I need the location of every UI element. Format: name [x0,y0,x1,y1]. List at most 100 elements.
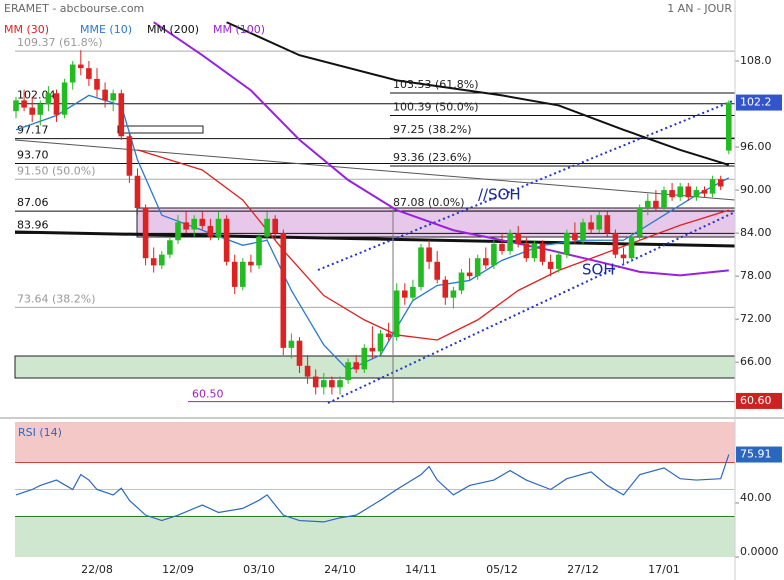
candle-body [248,261,254,266]
candle-body [645,200,651,208]
y-tick-label: 0.0000 [740,545,779,558]
candle-body [134,175,141,208]
y-tick-label: 66.00 [740,355,772,368]
candle-body [410,286,416,298]
candle-body [474,258,481,277]
level-label: 73.64 (38.2%) [17,292,96,305]
level-label: 97.17 [17,124,49,137]
candle-body [677,186,683,198]
y-tick-label: 96.00 [740,140,772,153]
candle-body [264,218,270,237]
candle-body [628,236,635,259]
candle-body [726,102,732,151]
level-label: 103.53 (61.8%) [393,78,479,91]
candle-body [240,261,246,287]
box [117,125,204,134]
annotation: SOH [582,261,615,279]
candle-body [483,258,489,266]
candle-body [685,186,692,198]
level-label: 87.06 [17,196,49,209]
candle-body [717,179,724,187]
y-tick-label: 84.00 [740,226,772,239]
candle-body [491,243,497,266]
candle-body [596,215,602,230]
candle-body [418,247,424,287]
candle-body [531,243,538,259]
candle-body [329,380,335,388]
candle-body [86,68,92,79]
candle-body [377,333,384,352]
moving-average [153,21,729,277]
candle-body [426,247,432,262]
candle-body [539,243,546,262]
rsi-line-group [15,454,730,523]
zones [14,125,736,379]
candle-body [620,254,627,259]
candle-body [142,208,149,259]
overbought-zone [15,422,735,463]
y-tick-label: 90.00 [740,183,772,196]
resistance-zone [136,207,736,238]
candle-body [353,362,359,370]
last-value-box [736,446,782,463]
candle-body [693,190,700,198]
candle-body [175,222,181,241]
candle-body [207,225,214,237]
x-tick-label: 27/12 [567,563,599,576]
level-label: 93.70 [17,149,49,162]
candle-body [110,93,116,101]
candle-body [21,100,27,108]
candle-body [304,365,311,377]
y-tick-label: 72.00 [740,312,772,325]
candle-body [215,218,222,237]
candle-body [361,347,368,370]
level-label: 60.50 [192,388,224,401]
candle-body [256,236,262,266]
level-label: 87.08 (0.0%) [393,196,465,209]
candle-body [709,179,716,194]
candle-body [37,104,44,115]
x-tick-label: 22/08 [81,563,113,576]
candle-body [636,208,643,237]
candle-body [102,89,108,101]
last-price-label: 102.2 [740,96,772,109]
candle-body [499,243,505,252]
candle-body [272,218,278,234]
level-label: 91.50 (50.0%) [17,164,96,177]
low-price-box [736,392,782,409]
candle-body [337,380,343,388]
last-price-box [736,94,782,111]
candle-body [53,93,60,115]
level-label: 109.37 (61.8%) [17,36,103,49]
oversold-zone [15,516,735,557]
candle-body [321,380,327,388]
candle-body [167,240,173,255]
candle-body [288,340,295,348]
moving-average [137,149,729,341]
x-tick-label: 03/10 [243,563,275,576]
candle-body [450,290,457,298]
legend-entry: MM (100) [213,23,265,36]
candle-body [515,233,521,244]
candle-body [13,100,19,112]
candle-body [280,233,287,348]
candle-body [126,136,133,176]
candle-body [612,233,619,255]
x-tick-label: 12/09 [162,563,194,576]
rsi-title: RSI (14) [18,426,62,439]
candle-body [231,261,238,287]
level-label: 97.25 (38.2%) [393,123,472,136]
candle-body [701,190,708,194]
candle-body [385,333,392,338]
level-label: 100.39 (50.0%) [393,101,479,114]
candle-body [150,258,157,266]
candle-body [402,290,408,298]
title: ERAMET - abcbourse.com [4,2,144,15]
candle-body [94,78,100,90]
candle-body [507,233,513,252]
candles [13,50,732,395]
candle-body [345,362,351,381]
channel-line [317,99,736,271]
